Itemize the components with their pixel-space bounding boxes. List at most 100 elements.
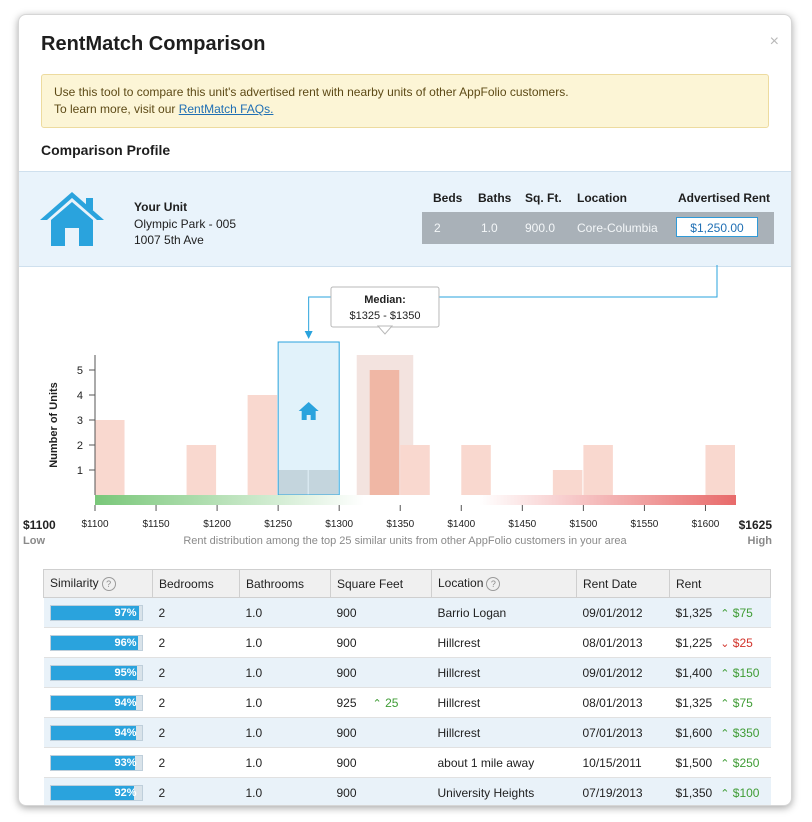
similarity-fill — [50, 665, 137, 680]
bedrooms-column-header[interactable]: Bedrooms — [152, 569, 240, 598]
table-row[interactable]: 97% 2 1.0 900 Barrio Logan 09/01/2012 $1,325 ⌃ … — [43, 597, 771, 628]
rentmatch-faq-link[interactable]: RentMatch FAQs. — [178, 102, 274, 116]
chevron-up-icon: ⌃ — [720, 787, 730, 800]
square-feet-cell: 900 — [330, 777, 432, 805]
rent-date-column-header[interactable]: Rent Date — [576, 569, 670, 598]
notice-line-2-prefix: To learn more, visit our — [54, 102, 179, 116]
histogram-bar[interactable] — [278, 470, 308, 495]
x-min-sub: Low — [23, 535, 45, 547]
location-cell: Hillcrest — [431, 657, 577, 688]
histogram-bar[interactable] — [705, 445, 735, 495]
location-header-text: Location — [438, 576, 484, 591]
histogram-bar[interactable] — [583, 445, 613, 495]
rent-date-cell: 10/15/2011 — [576, 747, 670, 778]
histogram-bar[interactable] — [400, 445, 430, 495]
similarity-cell: 94% — [43, 717, 153, 748]
rent-value: $1,500 — [675, 755, 713, 770]
histogram-bar[interactable] — [461, 445, 491, 495]
chevron-up-icon: ⌃ — [720, 727, 730, 740]
close-icon[interactable]: × — [769, 33, 779, 50]
table-row[interactable]: 94% 2 1.0 925 ⌃ 25 Hillcrest 08/01/2013 $1,325 ⌃… — [43, 687, 771, 718]
table-row[interactable]: 94% 2 1.0 900 Hillcrest 07/01/2013 $1,600 ⌃ $35… — [43, 717, 771, 748]
rent-date-cell: 09/01/2012 — [576, 657, 670, 688]
similarity-fill — [50, 695, 137, 710]
square-feet-column-header[interactable]: Square Feet — [330, 569, 432, 598]
chevron-down-icon: ⌄ — [720, 637, 730, 650]
connector-arrow-icon — [304, 331, 313, 339]
square-feet-delta: 25 — [385, 695, 399, 710]
table-row[interactable]: 95% 2 1.0 900 Hillcrest 09/01/2012 $1,400 ⌃ $15… — [43, 657, 771, 688]
rent-cell: $1,400 ⌃ $150 — [669, 657, 771, 688]
rent-date-cell: 07/19/2013 — [576, 777, 670, 805]
similarity-bar: 93% — [49, 754, 143, 771]
bathrooms-column-header[interactable]: Bathrooms — [239, 569, 331, 598]
square-feet-cell: 900 — [330, 747, 432, 778]
x-min-label: $1100 — [23, 518, 56, 532]
info-notice: Use this tool to compare this unit's adv… — [41, 74, 769, 128]
x-axis: $1100 $1150 $1200 $1250 $1300 $1350 $1400 $1450… — [81, 505, 720, 530]
similarity-value: 96% — [114, 636, 137, 649]
histogram-bar[interactable] — [247, 395, 278, 495]
question-icon[interactable]: ? — [486, 576, 501, 591]
bathrooms-cell: 1.0 — [239, 657, 331, 688]
sqft-value: 900.0 — [525, 221, 556, 235]
y-axis-label: Number of Units — [48, 382, 60, 468]
median-callout: Median: $1325 - $1350 — [330, 286, 440, 335]
location-header: Location — [577, 191, 627, 205]
chevron-up-icon: ⌃ — [720, 667, 730, 680]
chevron-up-icon: ⌃ — [720, 757, 730, 770]
histogram-bar[interactable] — [95, 420, 125, 495]
similarity-column-header[interactable]: Similarity? — [43, 569, 153, 598]
bedrooms-cell: 2 — [152, 717, 240, 748]
y-tick-label: 5 — [77, 365, 83, 377]
house-icon — [40, 192, 104, 246]
similar-units-table: Similarity? Bedrooms Bathrooms Square Fe… — [43, 569, 771, 805]
notice-line-1: Use this tool to compare this unit's adv… — [54, 85, 569, 99]
table-row[interactable]: 93% 2 1.0 900 about 1 mile away 10/15/2011 $1,… — [43, 747, 771, 778]
similarity-header-text: Similarity — [50, 576, 99, 591]
x-tick-label: $1100 — [81, 519, 109, 530]
similarity-cell: 93% — [43, 747, 153, 778]
similarity-cell: 92% — [43, 777, 153, 805]
bathrooms-cell: 1.0 — [239, 777, 331, 805]
rent-delta: $150 — [732, 665, 760, 680]
similarity-cell: 96% — [43, 627, 153, 658]
x-tick-label: $1550 — [631, 519, 659, 530]
rent-value: $1,350 — [675, 785, 713, 800]
x-max-label: $1625 — [739, 518, 773, 532]
similarity-value: 94% — [114, 696, 137, 709]
chevron-up-icon: ⌃ — [372, 697, 382, 710]
histogram-bar[interactable] — [369, 370, 400, 495]
x-tick-label: $1450 — [508, 519, 536, 530]
bathrooms-cell: 1.0 — [239, 687, 331, 718]
rent-distribution-chart: Median: $1325 - $1350 Number of Units 1 2… — [23, 265, 773, 547]
histogram-bar[interactable] — [186, 445, 217, 495]
median-label: Median: — [364, 294, 406, 306]
table-body: 97% 2 1.0 900 Barrio Logan 09/01/2012 $1,325 ⌃ … — [43, 597, 771, 805]
square-feet-value: 900 — [336, 665, 357, 680]
rent-value: $1,325 — [675, 605, 713, 620]
rentmatch-dialog: RentMatch Comparison × Use this tool to … — [18, 14, 792, 806]
rent-cell: $1,500 ⌃ $250 — [669, 747, 771, 778]
rent-column-header[interactable]: Rent — [669, 569, 771, 598]
location-cell: Hillcrest — [431, 687, 577, 718]
dialog-title: RentMatch Comparison — [41, 33, 266, 55]
bathrooms-cell: 1.0 — [239, 627, 331, 658]
table-row[interactable]: 92% 2 1.0 900 University Heights 07/19/2013 $1… — [43, 777, 771, 805]
similarity-bar: 95% — [49, 664, 143, 681]
location-column-header[interactable]: Location? — [431, 569, 577, 598]
rent-cell: $1,225 ⌄ $25 — [669, 627, 771, 658]
connector-line — [308, 265, 718, 333]
similarity-value: 95% — [114, 666, 137, 679]
x-tick-label: $1300 — [325, 519, 353, 530]
bedrooms-cell: 2 — [152, 657, 240, 688]
notice-line-2: To learn more, visit our RentMatch FAQs. — [54, 101, 756, 118]
rent-value: $1,600 — [675, 725, 713, 740]
question-icon[interactable]: ? — [101, 576, 116, 591]
x-tick-label: $1350 — [386, 519, 414, 530]
square-feet-value: 900 — [336, 605, 357, 620]
x-tick-label: $1200 — [203, 519, 231, 530]
histogram-bar[interactable] — [552, 470, 583, 495]
histogram-bar[interactable] — [308, 470, 339, 495]
table-row[interactable]: 96% 2 1.0 900 Hillcrest 08/01/2013 $1,225 ⌄ $25 — [43, 627, 771, 658]
